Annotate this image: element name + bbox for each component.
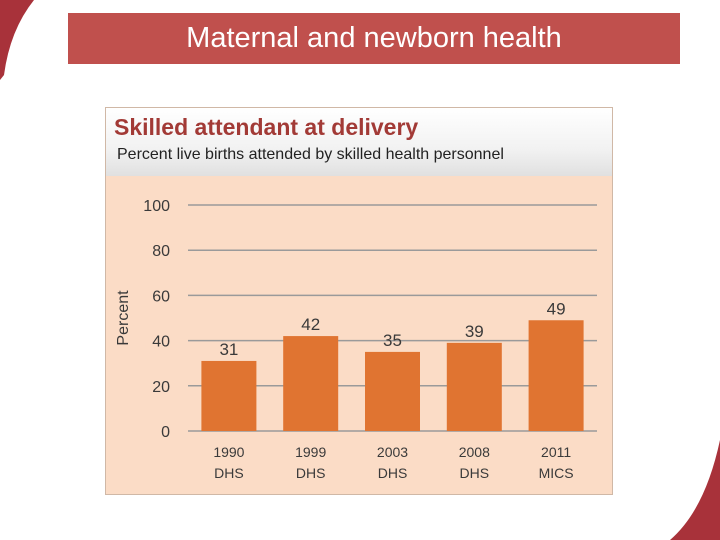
x-tick-label: 2003: [377, 444, 408, 460]
x-tick-label: DHS: [214, 465, 244, 481]
chart-subtitle: Percent live births attended by skilled …: [117, 146, 504, 163]
bar-value-label: 35: [383, 331, 402, 350]
y-tick-label: 80: [152, 243, 170, 260]
title-banner: Maternal and newborn health: [68, 13, 680, 64]
y-tick-label: 40: [152, 334, 170, 351]
y-tick-label: 60: [152, 288, 170, 305]
bar-chart: 0 20 40 60 80 100 Percent 31 1990 DHS 42 1999 DHS 35 2…: [115, 198, 597, 481]
chart-card: Skilled attendant at delivery Percent li…: [105, 107, 613, 495]
x-tick-label: 1990: [213, 444, 244, 460]
x-tick-label: DHS: [378, 465, 408, 481]
bottom-right-swoosh: [670, 440, 720, 540]
bar: [365, 351, 420, 431]
y-tick-label: 100: [143, 198, 170, 215]
x-tick-label: MICS: [539, 465, 574, 481]
x-tick-label: DHS: [296, 465, 326, 481]
chart-title: Skilled attendant at delivery: [114, 114, 419, 140]
y-tick-label: 20: [152, 379, 170, 396]
bar-value-label: 49: [547, 299, 566, 318]
bar: [528, 320, 584, 431]
top-left-swoosh: [0, 0, 34, 80]
bar-value-label: 31: [219, 340, 238, 359]
x-tick-label: DHS: [460, 465, 490, 481]
bar-value-label: 39: [465, 322, 484, 341]
bar: [446, 342, 502, 431]
bar: [201, 360, 257, 431]
chart-header: Skilled attendant at delivery Percent li…: [106, 108, 612, 176]
bar: [283, 336, 339, 431]
slide-title: Maternal and newborn health: [186, 22, 562, 54]
y-tick-label: 0: [161, 424, 170, 441]
x-tick-label: 2008: [459, 444, 490, 460]
y-axis-label: Percent: [115, 290, 132, 346]
x-tick-label: 2011: [541, 444, 571, 460]
bar-value-label: 42: [301, 315, 320, 334]
x-tick-label: 1999: [295, 444, 326, 460]
